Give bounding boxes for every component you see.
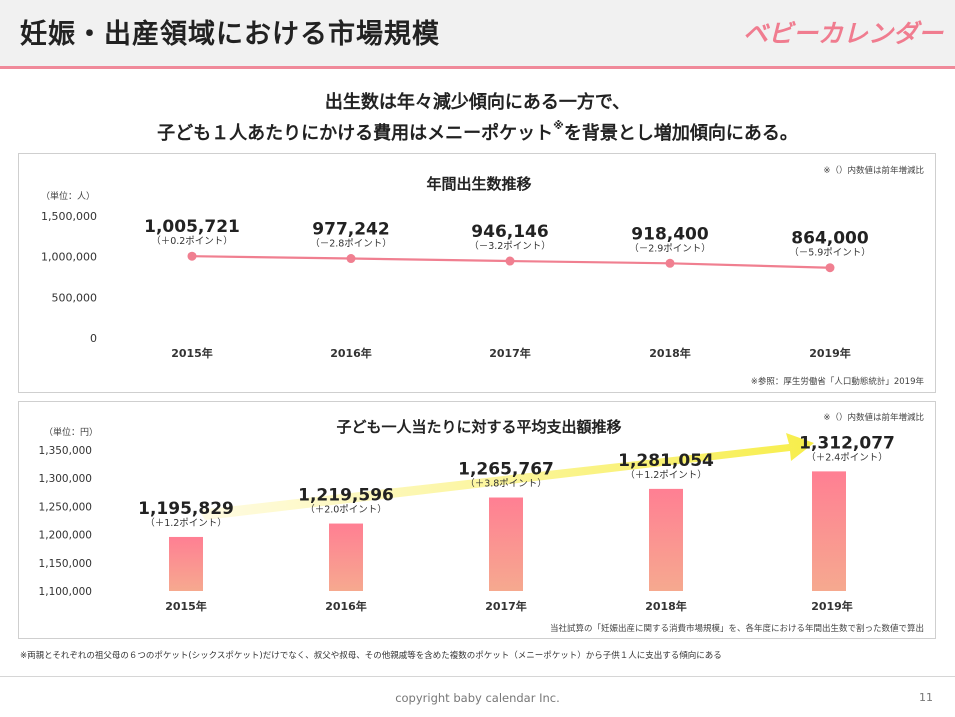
chart-title: 子ども一人当たりに対する平均支出額推移: [336, 418, 621, 436]
bar: [812, 471, 846, 591]
x-tick-label: 2019年: [809, 346, 851, 360]
data-point: [187, 251, 197, 261]
data-label: 977,242: [312, 220, 389, 240]
y-tick-label: 1,350,000: [39, 445, 92, 457]
data-point: [665, 258, 675, 268]
change-label: （－3.2ポイント）: [469, 240, 551, 252]
change-label: （－2.8ポイント）: [310, 238, 392, 250]
header-bar: 妊娠・出産領域における市場規模 ベビーカレンダー: [0, 0, 955, 69]
trend-arrow: [199, 433, 814, 520]
change-label: （＋1.2ポイント）: [145, 517, 227, 529]
headline-line-2-text: 子ども１人あたりにかける費用はメニーポケット: [157, 123, 554, 144]
chart-note: ※（）内数値は前年増減比: [823, 412, 924, 423]
y-tick-label: 500,000: [52, 291, 98, 304]
data-label: 1,281,054: [618, 451, 714, 471]
y-tick-label: 1,000,000: [41, 251, 97, 264]
source-note: 当社試算の「妊娠出産に関する消費市場規模」を、各年度における年間出生数で割った数…: [550, 623, 924, 634]
change-label: （＋2.0ポイント）: [305, 504, 387, 516]
births-line-chart: 年間出生数推移 ※（）内数値は前年増減比 （単位：人） ※参照：厚生労働省「人口動態統…: [41, 165, 925, 387]
x-tick-label: 2017年: [485, 599, 527, 613]
spending-bar-chart: 子ども一人当たりに対する平均支出額推移 ※（）内数値は前年増減比 （単位：円） 当社試…: [39, 412, 924, 634]
data-label: 864,000: [791, 229, 869, 249]
x-tick-label: 2016年: [325, 599, 367, 613]
brand-logo: ベビーカレンダー: [742, 19, 943, 48]
data-label: 1,005,721: [144, 217, 240, 237]
data-label: 1,219,596: [298, 486, 394, 506]
y-tick-label: 1,150,000: [39, 558, 92, 570]
bar: [489, 497, 523, 591]
footnote: ※両親とそれぞれの祖父母の６つのポケット(シックスポケット)だけでなく、叔父や叔…: [20, 651, 722, 661]
source-note: ※参照：厚生労働省「人口動態統計」2019年: [751, 376, 925, 387]
change-label: （＋0.2ポイント）: [151, 235, 233, 247]
data-label: 946,146: [471, 222, 548, 242]
x-tick-label: 2018年: [649, 346, 691, 360]
bar: [649, 488, 683, 591]
unit-label: （単位：円）: [44, 426, 98, 438]
page-title: 妊娠・出産領域における市場規模: [20, 19, 440, 50]
data-label: 918,400: [631, 224, 709, 244]
copyright: copyright baby calendar Inc.: [395, 691, 560, 705]
chart-title: 年間出生数推移: [426, 175, 531, 193]
data-point: [825, 263, 835, 273]
headline-line-2: 子ども１人あたりにかける費用はメニーポケット※を背景とし増加傾向にある。: [0, 119, 955, 145]
data-point: [346, 254, 356, 264]
y-tick-label: 1,500,000: [41, 210, 97, 223]
change-label: （－5.9ポイント）: [789, 247, 871, 259]
y-tick-label: 1,200,000: [39, 530, 92, 542]
births-chart-panel: 年間出生数推移 ※（）内数値は前年増減比 （単位：人） ※参照：厚生労働省「人口動態統…: [18, 153, 936, 393]
x-tick-label: 2015年: [165, 599, 207, 613]
bar: [169, 536, 203, 591]
page-number: 11: [919, 691, 933, 704]
x-tick-label: 2018年: [645, 599, 687, 613]
x-tick-label: 2017年: [489, 346, 531, 360]
data-point: [505, 256, 515, 266]
change-label: （－2.9ポイント）: [629, 242, 711, 254]
headline-line-2-end: を背景とし増加傾向にある。: [563, 123, 798, 144]
data-label: 1,265,767: [458, 460, 554, 480]
note-mark: ※: [553, 119, 564, 132]
bar: [329, 523, 363, 591]
change-label: （＋2.4ポイント）: [806, 451, 888, 463]
y-tick-label: 0: [90, 332, 97, 345]
spending-chart-panel: 子ども一人当たりに対する平均支出額推移 ※（）内数値は前年増減比 （単位：円） 当社試…: [18, 401, 936, 639]
change-label: （＋3.8ポイント）: [465, 478, 547, 490]
header-divider: [0, 66, 955, 69]
x-tick-label: 2019年: [811, 599, 853, 613]
y-tick-label: 1,300,000: [39, 473, 92, 485]
data-label: 1,195,829: [138, 499, 234, 519]
x-tick-label: 2015年: [171, 346, 213, 360]
unit-label: （単位：人）: [41, 190, 95, 202]
x-tick-label: 2016年: [330, 346, 372, 360]
y-tick-label: 1,250,000: [39, 501, 92, 513]
footer-divider: [0, 676, 955, 677]
chart-note: ※（）内数値は前年増減比: [823, 165, 924, 176]
y-tick-label: 1,100,000: [39, 586, 92, 598]
headline-line-1: 出生数は年々減少傾向にある一方で、: [324, 92, 631, 113]
data-label: 1,312,077: [799, 433, 895, 453]
change-label: （＋1.2ポイント）: [625, 469, 707, 481]
